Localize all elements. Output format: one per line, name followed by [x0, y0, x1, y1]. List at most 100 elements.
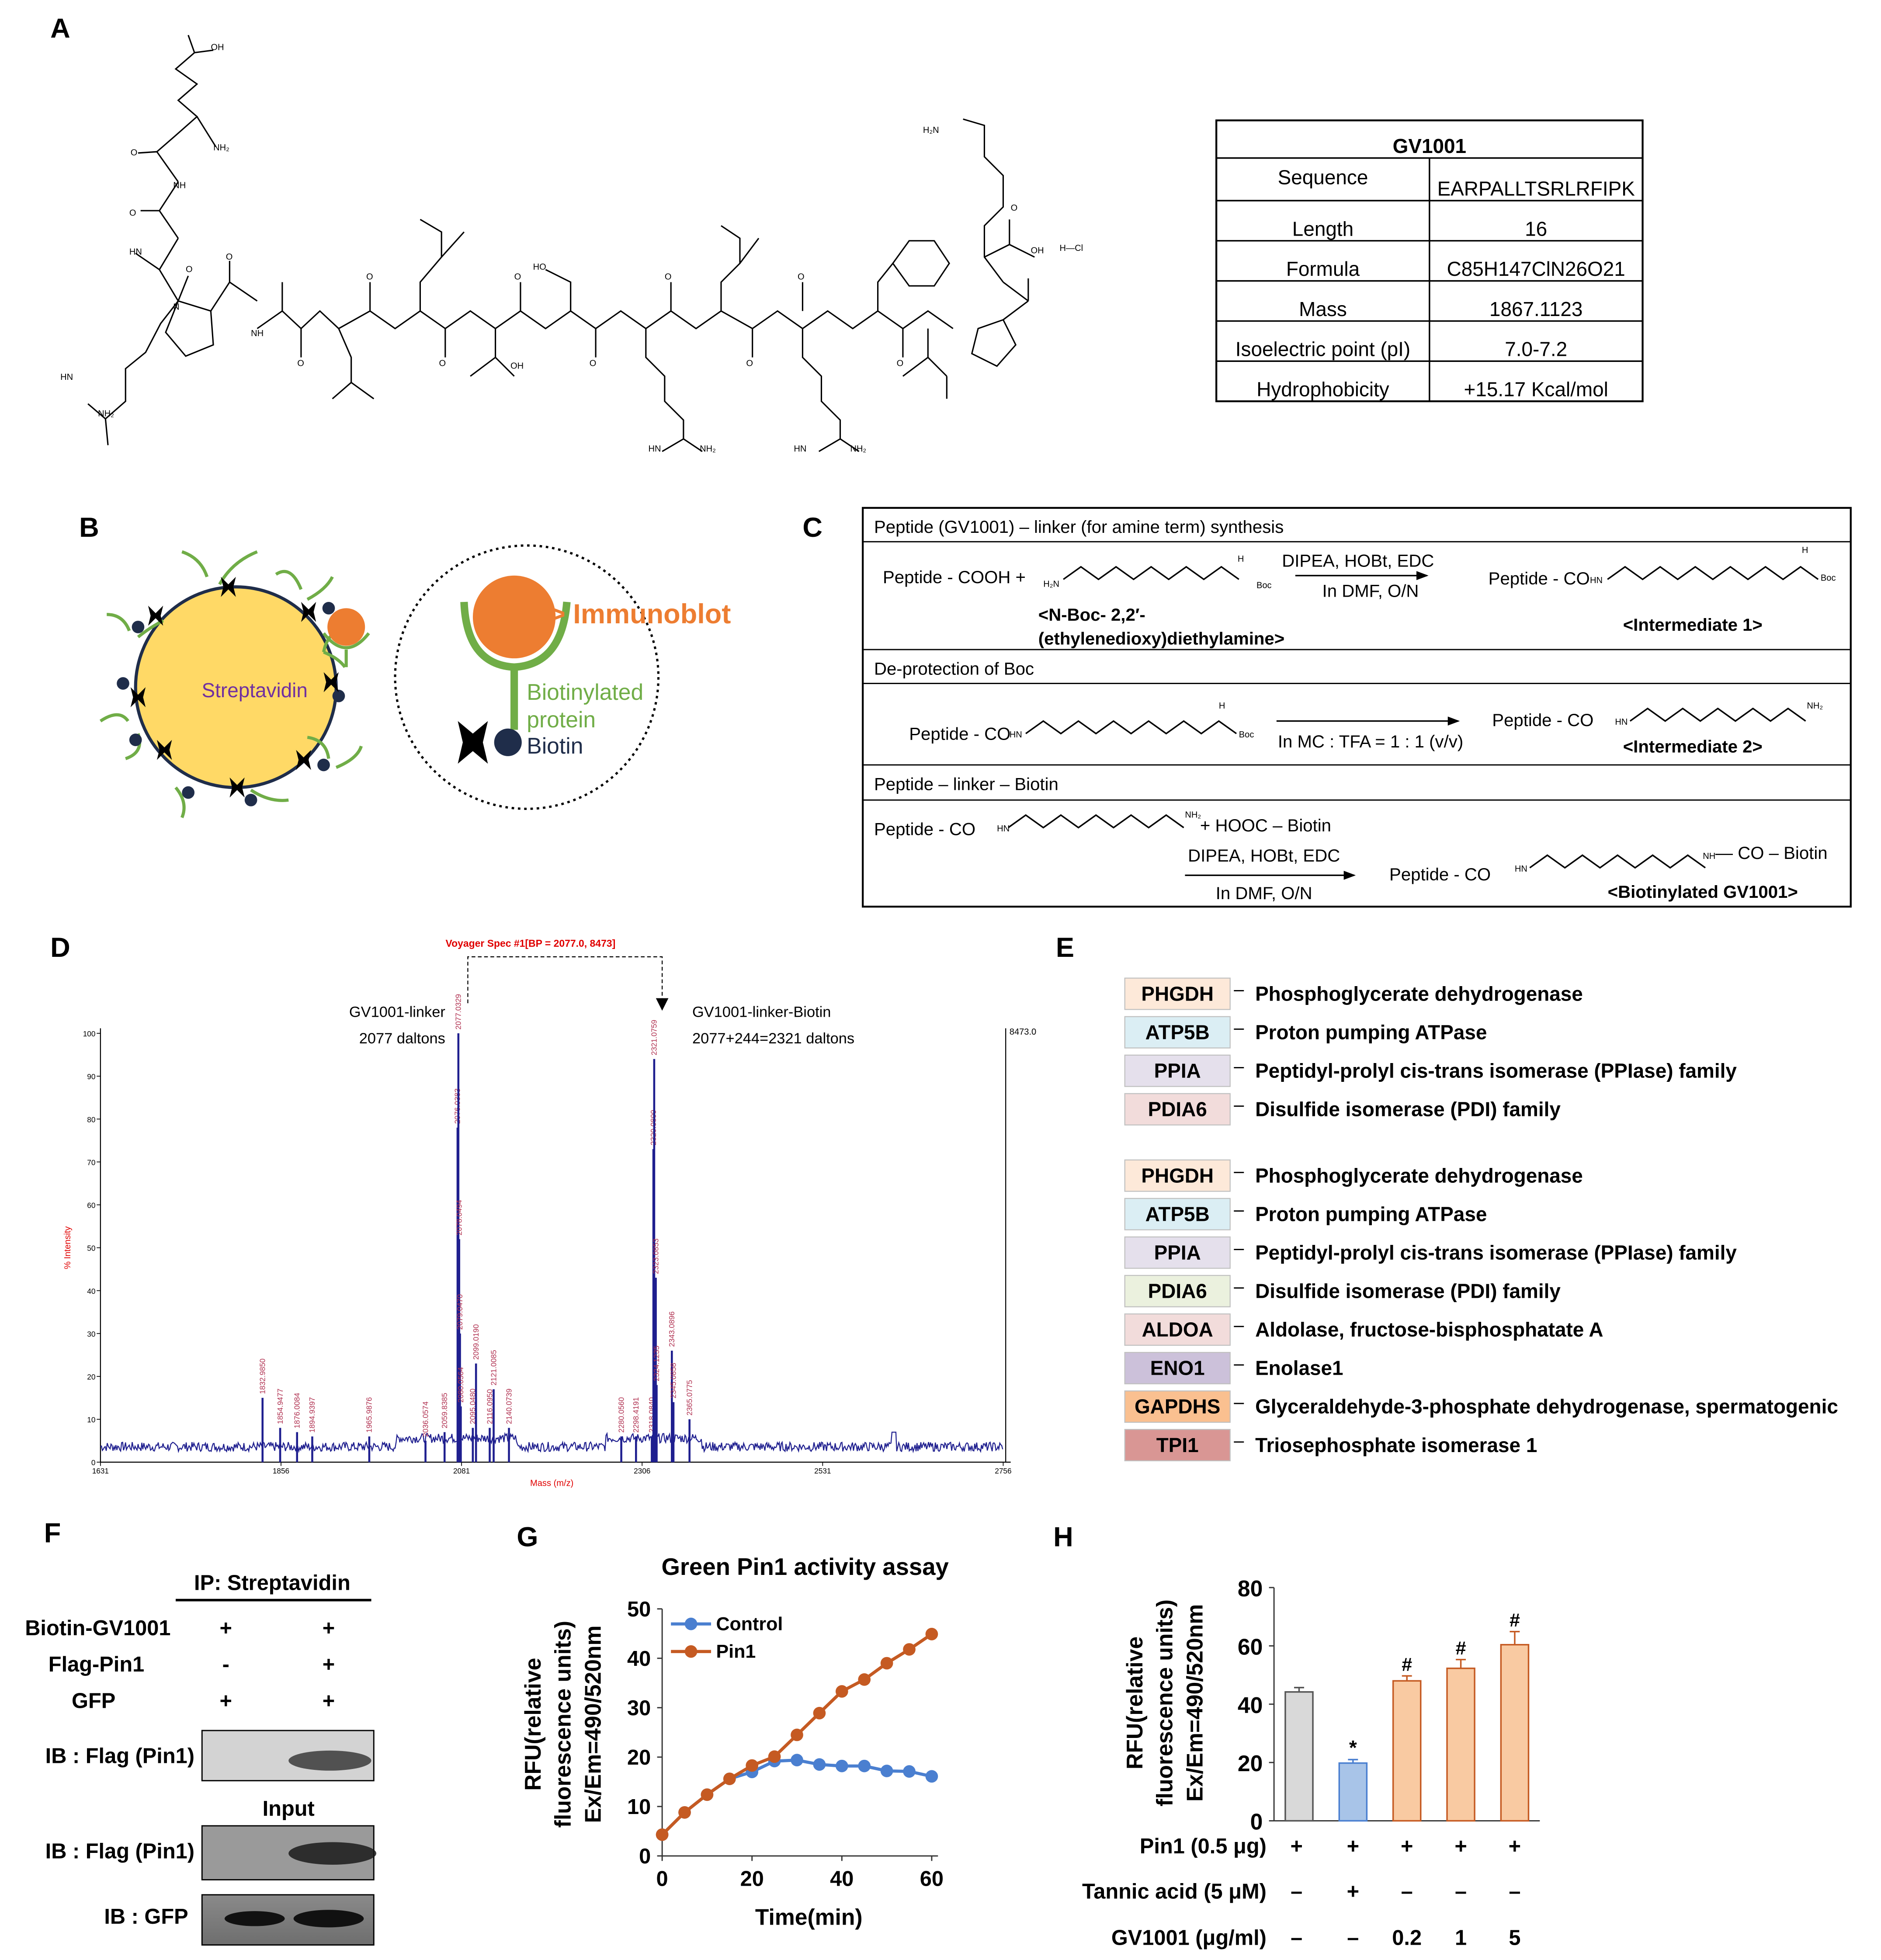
atom-label: H₂N	[1043, 580, 1059, 589]
y-tick-label: 0	[91, 1458, 96, 1467]
condition-value: +	[1347, 1880, 1359, 1903]
x-tick-label: 2306	[634, 1467, 650, 1475]
atom-label: NH	[1703, 851, 1715, 861]
data-point-pin1	[701, 1788, 714, 1801]
atom-label: OH	[510, 361, 524, 371]
protein-abbr: PPIA	[1154, 1241, 1201, 1264]
treatment-table: Pin1 (0.5 μg) + + + + + Tannic acid (5 μM) – + – –…	[1082, 1835, 1521, 1950]
peak-label: 2343.0896	[667, 1311, 676, 1347]
atom-label: H	[1219, 701, 1225, 711]
protein-badge	[1124, 1390, 1231, 1423]
atom-label: HN	[1010, 730, 1022, 740]
pin1-inhibition-bar-chart: RFU(relative fluorescence units) Ex/Em=4…	[1082, 1576, 1540, 1950]
panel-label-d: D	[50, 932, 70, 963]
peak-label: 2079.0470	[455, 1294, 464, 1330]
lane2-flag: +	[323, 1653, 335, 1676]
peak2-annotation: 2077+244=2321 daltons	[692, 1030, 854, 1047]
protein-abbr: ATP5B	[1145, 1202, 1210, 1225]
bar	[1392, 1680, 1422, 1822]
y-tick-label: 40	[627, 1647, 651, 1671]
protein-name: Peptidyl-prolyl cis-trans isomerase (PPI…	[1255, 1059, 1737, 1082]
panel-label-b: B	[79, 512, 99, 543]
chart-axes: 0 20 40 60 80	[1238, 1576, 1540, 1835]
x-axis-label: Time(min)	[755, 1904, 863, 1930]
peak-label: 2365.0775	[685, 1380, 694, 1415]
y-axis-label: fluorescence units)	[550, 1621, 576, 1828]
y-tick-label: 0	[1250, 1809, 1263, 1835]
synthesis-scheme: Peptide (GV1001) – linker (for amine ter…	[861, 507, 1852, 908]
streptavidin-bead-diagram: Streptavidin > Immunoblot Biotinylated p…	[99, 544, 731, 818]
legend-control-marker	[684, 1617, 698, 1630]
table-cell: Hydrophobicity	[1256, 378, 1389, 401]
atom-label: NH₂	[1807, 701, 1823, 711]
western-blot: IP: Streptavidin Biotin-GV1001 + + Flag-…	[25, 1571, 377, 1946]
atom-label: NH₂	[213, 143, 229, 153]
biotinylated-label: Biotinylated	[527, 679, 643, 705]
atom-label: O	[746, 359, 753, 368]
max-intensity-label: 8473.0	[1010, 1027, 1036, 1037]
y-axis-label: RFU(relative	[1122, 1637, 1147, 1769]
protein-badge	[1124, 1054, 1231, 1087]
biotinylated-gv1001: <Biotinylated GV1001>	[1608, 882, 1798, 902]
x-tick-label: 0	[656, 1867, 668, 1891]
panel-letters: A B C D E F G H	[44, 13, 1074, 1552]
table-title: GV1001	[1393, 135, 1466, 157]
y-tick-label: 10	[627, 1795, 651, 1819]
table-cell: Sequence	[1278, 166, 1368, 189]
data-point-control	[858, 1759, 871, 1772]
atom-label: NH	[173, 181, 186, 190]
data-point-pin1	[880, 1657, 893, 1670]
peak-label: 1894.9397	[308, 1397, 316, 1432]
peak-label: 2140.0739	[504, 1389, 513, 1424]
atom-label: H	[1802, 546, 1808, 555]
atom-label: O	[439, 359, 446, 368]
y-tick-label: 80	[87, 1115, 95, 1124]
protein-name: Proton pumping ATPase	[1255, 1202, 1487, 1225]
data-point-pin1	[858, 1673, 871, 1686]
atom-label: O	[131, 148, 138, 158]
bar	[1338, 1762, 1368, 1822]
protein-name: Triosephosphate isomerase 1	[1255, 1434, 1537, 1456]
condition-value: –	[1401, 1880, 1413, 1903]
chart-axes: 0 10 20 30 40 50 0 20 40 60	[627, 1598, 944, 1891]
ib-flag-input-label: IB : Flag (Pin1)	[45, 1840, 194, 1863]
protein-badge	[1124, 1352, 1231, 1384]
peak-label: 2323.0853	[651, 1238, 660, 1274]
protein-name: Enolase1	[1255, 1357, 1343, 1380]
x-tick-label: 2081	[453, 1467, 470, 1475]
table-cell: Length	[1292, 217, 1353, 240]
condition-label: Tannic acid (5 μM)	[1082, 1880, 1267, 1903]
protein-name: Glyceraldehyde-3-phosphate dehydrogenase…	[1255, 1395, 1838, 1418]
condition-value: 5	[1509, 1926, 1520, 1950]
protein-list: PHGDH Phosphoglycerate dehydrogenase ATP5B…	[1124, 977, 1838, 1462]
x-tick-label: 20	[740, 1867, 764, 1891]
biotin-label: Biotin	[527, 733, 583, 758]
bar	[1500, 1644, 1530, 1822]
atom-label: HN	[1590, 576, 1603, 585]
atom-label: NH₂	[98, 409, 114, 418]
spectrum-ylabel: % Intensity	[63, 1226, 73, 1269]
protein-abbr: ALDOA	[1142, 1318, 1213, 1341]
lane1-flag: -	[222, 1653, 229, 1676]
step2-condition: In MC : TFA = 1 : 1 (v/v)	[1278, 732, 1463, 751]
chart-title: Green Pin1 activity assay	[661, 1553, 949, 1580]
protein-badge	[1124, 1093, 1231, 1126]
step2-product: Peptide - CO	[1492, 710, 1593, 730]
protein-abbr: ENO1	[1150, 1357, 1205, 1380]
peak1-annotation: GV1001-linker	[349, 1004, 445, 1021]
step3-tail: — CO – Biotin	[1715, 843, 1828, 863]
x-tick-label: 2531	[814, 1467, 831, 1475]
step1-condition: In DMF, O/N	[1322, 581, 1419, 601]
y-axis-label: Ex/Em=490/520nm	[580, 1626, 606, 1823]
condition-value: –	[1291, 1880, 1302, 1903]
y-tick-label: 50	[627, 1598, 651, 1621]
atom-label: HN	[794, 444, 806, 454]
condition-value: –	[1455, 1880, 1467, 1903]
row-label-biotin-gv1001: Biotin-GV1001	[25, 1616, 170, 1640]
peak-label: 2298.4191	[632, 1397, 640, 1432]
peak-label: 2324.1235	[652, 1346, 661, 1381]
protein-name: Disulfide isomerase (PDI) family	[1255, 1280, 1561, 1303]
protein-abbr: TPI1	[1156, 1434, 1199, 1456]
atom-label: OH	[211, 43, 224, 52]
step3-condition: In DMF, O/N	[1216, 883, 1312, 903]
